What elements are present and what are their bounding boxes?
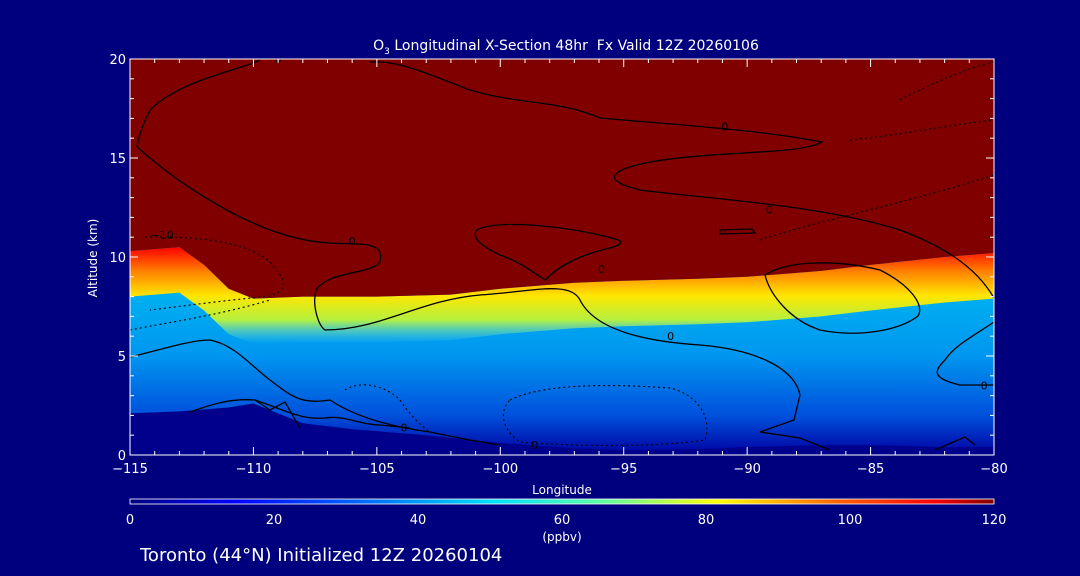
x-tick-label: −115 [112, 462, 148, 477]
colorbar-ticks: 0 20 40 60 80 100 120 [126, 513, 1007, 528]
colorbar-tick-label: 40 [410, 513, 427, 528]
y-axis: 0 5 10 15 20 [109, 53, 994, 464]
field-surface-low-ozone [130, 403, 994, 455]
x-axis: −115 −110 −105 −100 −95 −90 −85 −80 [112, 59, 1008, 477]
contour-label-9: −10 [150, 229, 173, 242]
colorbar-tick-label: 80 [698, 513, 715, 528]
contour-label-6: 0 [766, 204, 773, 217]
x-tick-label: −85 [857, 462, 884, 477]
contour-lines [130, 59, 994, 451]
contour-label-4: 0 [531, 439, 538, 452]
contour-zero-upper [136, 146, 831, 451]
y-tick-label: 15 [109, 152, 126, 167]
colorbar [129, 498, 995, 505]
colorbar-tick-label: 0 [126, 513, 134, 528]
colorbar-tick-label: 100 [838, 513, 863, 528]
footer-location-text: Toronto (44°N) Initialized 12Z 20260104 [139, 545, 502, 566]
colorbar-units: (ppbv) [542, 530, 581, 544]
field-stratosphere-high-ozone [130, 59, 994, 299]
contour-zero-ridge [369, 61, 994, 299]
x-tick-label: −100 [482, 462, 518, 477]
colorbar-tick-label: 60 [554, 513, 571, 528]
contour-zero-lower [130, 339, 501, 446]
y-tick-label: 0 [118, 449, 126, 464]
colorbar-tick-label: 120 [982, 513, 1007, 528]
contour-label-5: 0 [721, 120, 728, 133]
contour-label-3: 0 [401, 421, 408, 434]
y-tick-label: 20 [109, 53, 126, 68]
contour-zero-right-bottom [934, 436, 976, 451]
contour-zero-loop-right [764, 262, 921, 334]
x-axis-label: Longitude [532, 483, 592, 497]
chart-title: O3 Longitudinal X-Section 48hr Fx Valid … [373, 38, 759, 57]
contour-label-8: 0 [981, 380, 988, 393]
x-tick-label: −95 [610, 462, 637, 477]
contour-label-7: 0 [598, 263, 605, 276]
x-tick-label: −80 [980, 462, 1007, 477]
y-tick-label: 10 [109, 251, 126, 266]
contour-zero-loop-small [719, 228, 757, 235]
contour-dotted-negative [130, 61, 994, 447]
y-tick-label: 5 [118, 350, 126, 365]
contour-zero-top [136, 59, 261, 148]
colorbar-tick-label: 20 [266, 513, 283, 528]
y-axis-label: Altitude (km) [86, 219, 100, 298]
x-tick-label: −90 [733, 462, 760, 477]
contour-label-1: 0 [349, 235, 356, 248]
field-tropopause-transition [130, 247, 994, 345]
contour-zero-right-edge [936, 321, 994, 386]
x-tick-label: −110 [236, 462, 272, 477]
contour-label-2: 0 [667, 330, 674, 343]
x-tick-label: −105 [359, 462, 395, 477]
contour-zero-loop-mid [474, 223, 622, 281]
contour-zero-bump [254, 399, 301, 429]
plot-area: 000000000−10 [130, 59, 994, 455]
